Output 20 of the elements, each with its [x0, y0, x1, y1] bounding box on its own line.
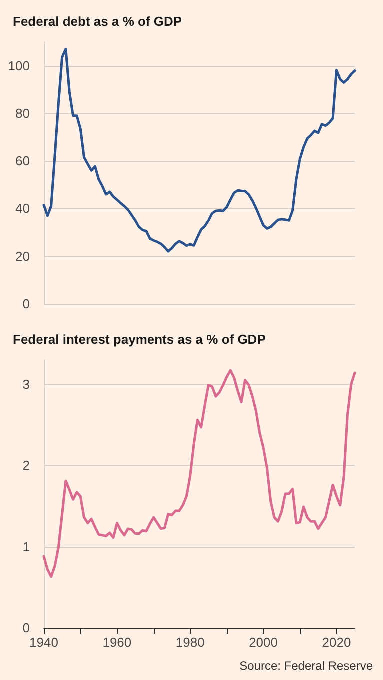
line-series [42, 369, 356, 578]
y-tick-label: 1 [22, 539, 30, 554]
chart-title: Federal interest payments as a % of GDP [13, 332, 266, 347]
y-tick-label: 20 [16, 248, 30, 264]
x-tick-label: 2000 [249, 635, 278, 650]
y-tick-label: 2 [22, 458, 30, 474]
y-tick-label: 40 [16, 201, 30, 216]
y-tick-label: 80 [16, 106, 30, 121]
y-tick-label: 3 [22, 376, 30, 392]
source-note: Source: Federal Reserve [240, 659, 374, 673]
y-tick-label: 0 [22, 296, 30, 312]
x-tick-label: 1940 [30, 635, 58, 650]
x-tick-label: 2020 [322, 635, 352, 650]
chart-title: Federal debt as a % of GDP [13, 14, 182, 29]
line-series [42, 48, 356, 253]
x-tick-label: 1960 [102, 635, 132, 650]
y-tick-label: 0 [22, 620, 30, 636]
y-tick-label: 100 [8, 58, 30, 74]
x-tick-label: 1980 [176, 635, 205, 650]
y-tick-label: 60 [16, 154, 30, 169]
